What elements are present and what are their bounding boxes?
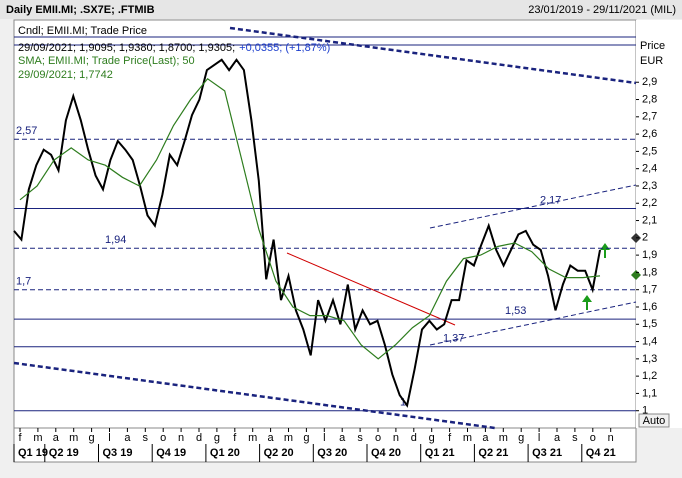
y-tick-label: 1 (642, 405, 648, 417)
month-label: a (268, 432, 275, 444)
y-tick-label: 2,6 (642, 128, 657, 140)
quarter-label: Q4 20 (371, 447, 401, 459)
y-axis-unit: EUR (640, 55, 663, 67)
y-tick-label: 2,4 (642, 163, 657, 175)
header-bar (0, 0, 682, 19)
y-tick-label: 2,5 (642, 145, 657, 157)
month-label: m (463, 432, 472, 444)
level-label: 2,57 (16, 125, 37, 137)
date-range: 23/01/2019 - 29/11/2021 (MIL) (528, 4, 676, 16)
y-tick-label: 2 (642, 232, 648, 244)
level-label: 1,94 (105, 234, 126, 246)
legend-info: 29/09/2021; 1,7742 (18, 69, 113, 81)
month-label: n (608, 432, 614, 444)
up-arrow (600, 243, 610, 258)
channel-line (429, 184, 637, 229)
month-label: m (284, 432, 293, 444)
month-label: f (448, 432, 452, 444)
month-label: m (499, 432, 508, 444)
channel-line (429, 301, 637, 346)
y-tick-label: 1,4 (642, 335, 657, 347)
y-axis-label: Price (640, 40, 665, 52)
y-tick-label: 1,9 (642, 249, 657, 261)
month-label: d (411, 432, 417, 444)
month-label: o (160, 432, 166, 444)
quarter-label: Q3 19 (103, 447, 133, 459)
y-tick-label: 1,2 (642, 370, 657, 382)
legend-entry: SMA; EMII.MI; Trade Price(Last); 50 (18, 55, 195, 67)
quarter-label: Q1 20 (210, 447, 240, 459)
y-tick-label: 2,1 (642, 214, 657, 226)
month-label: g (303, 432, 309, 444)
month-label: g (214, 432, 220, 444)
y-tick-label: 1,5 (642, 318, 657, 330)
month-label: n (393, 432, 399, 444)
level-label: 1,7 (16, 276, 31, 288)
month-label: a (482, 432, 489, 444)
resistance-line (286, 252, 456, 326)
month-label: n (178, 432, 184, 444)
y-tick-label: 2,8 (642, 93, 657, 105)
month-label: o (375, 432, 381, 444)
month-label: g (429, 432, 435, 444)
trend-line (13, 361, 496, 430)
level-label: 1,37 (443, 333, 464, 345)
legend-info: 29/09/2021; 1,9095; 1,9380; 1,8700; 1,93… (18, 42, 330, 54)
level-label: 2,17 (540, 194, 561, 206)
series-line (13, 58, 601, 408)
y-tick-label: 1,3 (642, 353, 657, 365)
month-label: f (233, 432, 237, 444)
auto-label: Auto (643, 415, 666, 427)
y-tick-label: 1,6 (642, 301, 657, 313)
series-line (19, 77, 601, 360)
month-label: a (53, 432, 60, 444)
month-label: m (69, 432, 78, 444)
month-label: m (248, 432, 257, 444)
quarter-label: Q1 19 (18, 447, 48, 459)
month-label: g (89, 432, 95, 444)
up-arrow (582, 295, 592, 310)
y-tick-label: 2,3 (642, 180, 657, 192)
level-label: 1,53 (505, 305, 526, 317)
month-label: a (124, 432, 131, 444)
y-tick-label: 2,7 (642, 111, 657, 123)
quarter-label: Q2 20 (264, 447, 294, 459)
quarter-label: Q4 19 (156, 447, 186, 459)
month-label: l (323, 432, 325, 444)
legend-info-values: 29/09/2021; 1,9095; 1,9380; 1,8700; 1,93… (18, 42, 235, 54)
quarter-label: Q3 20 (317, 447, 347, 459)
level-label: 1 (400, 397, 406, 409)
month-label: s (357, 432, 363, 444)
x-axis-area (13, 427, 637, 463)
quarter-label: Q2 21 (478, 447, 508, 459)
y-tick-label: 1,8 (642, 266, 657, 278)
month-label: m (33, 432, 42, 444)
month-label: o (590, 432, 596, 444)
quarter-label: Q4 21 (586, 447, 616, 459)
month-label: s (572, 432, 578, 444)
month-label: f (18, 432, 22, 444)
quarter-label: Q1 21 (425, 447, 455, 459)
month-label: g (518, 432, 524, 444)
plot-area (13, 19, 637, 429)
quarter-label: Q3 21 (532, 447, 562, 459)
y-tick-label: 1,7 (642, 284, 657, 296)
month-label: l (538, 432, 540, 444)
y-tick-label: 2,2 (642, 197, 657, 209)
month-label: a (339, 432, 346, 444)
month-label: a (554, 432, 561, 444)
quarter-label: Q2 19 (49, 447, 79, 459)
chart-title: Daily EMII.MI; .SX7E; .FTMIB (6, 4, 155, 16)
y-axis-area (636, 20, 682, 428)
y-tick-label: 1,1 (642, 387, 657, 399)
trend-line (229, 26, 637, 85)
legend-entry: Cndl; EMII.MI; Trade Price (18, 25, 147, 37)
month-label: s (143, 432, 149, 444)
legend-info-change: +0,0355; (+1,87%) (239, 42, 330, 54)
auto-button[interactable] (638, 413, 670, 428)
y-tick-label: 2,9 (642, 76, 657, 88)
month-label: l (108, 432, 110, 444)
month-label: d (196, 432, 202, 444)
